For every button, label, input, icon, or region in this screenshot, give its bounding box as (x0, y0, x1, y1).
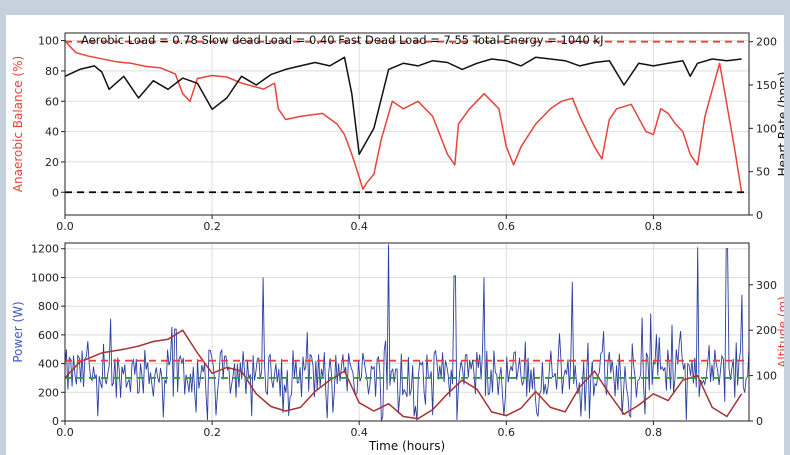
y-tick-label-left: 600 (38, 329, 59, 342)
y-tick-label-right: 200 (756, 324, 777, 337)
heart-rate-line (65, 56, 742, 156)
annotation-text: Aerobic Load = 0.78 Slow dead Load = 0.4… (81, 33, 603, 47)
altitude-line (65, 329, 743, 420)
y-tick-label-right: 300 (756, 279, 777, 292)
y-tick-label-left: 200 (38, 386, 59, 399)
y-tick-label-right: 150 (756, 79, 777, 92)
x-tick-label: 0.8 (645, 426, 663, 439)
y-axis-label-right: Heart Rate (bpm) (776, 72, 784, 177)
y-tick-label-left: 1000 (31, 271, 59, 284)
y-tick-label-left: 800 (38, 300, 59, 313)
y-tick-label-right: 200 (756, 36, 777, 49)
x-tick-label: 0.0 (56, 426, 74, 439)
y-axis-label-left: Power (W) (11, 301, 25, 362)
figure: 0.0 0.2 0.4 0.6 0.8 0 20 40 60 80 100 0 50 100 150 200 A… (6, 15, 784, 455)
y-tick-label-left: 0 (52, 415, 59, 428)
x-tick-label: 0.0 (56, 220, 74, 233)
x-tick-label: 0.2 (203, 220, 221, 233)
y-tick-label-left: 80 (45, 65, 59, 78)
anaerobic-balance-line (65, 40, 743, 193)
y-tick-label-right: 100 (756, 122, 777, 135)
power-series-line (65, 244, 749, 421)
x-tick-label: 0.6 (498, 220, 516, 233)
y-tick-label-left: 1200 (31, 243, 59, 256)
y-tick-label-right: 50 (756, 166, 770, 179)
panel-frame (64, 242, 750, 422)
y-tick-label-left: 40 (45, 126, 59, 139)
x-tick-label: 0.8 (645, 220, 663, 233)
x-tick-label: 0.2 (203, 426, 221, 439)
x-axis-label: Time (hours) (368, 439, 445, 453)
y-axis-label-right: Altitude (m) (776, 296, 784, 368)
y-tick-label-left: 100 (38, 35, 59, 48)
y-tick-label-left: 20 (45, 156, 59, 169)
y-axis-label-left: Anaerobic Balance (%) (11, 56, 25, 192)
y-tick-label-right: 0 (756, 209, 763, 222)
x-tick-label: 0.6 (498, 426, 516, 439)
y-tick-label-right: 0 (756, 415, 763, 428)
y-tick-label-left: 400 (38, 358, 59, 371)
y-tick-label-right: 100 (756, 370, 777, 383)
x-tick-label: 0.4 (350, 220, 368, 233)
y-tick-label-left: 60 (45, 95, 59, 108)
panel-frame (64, 32, 750, 216)
x-tick-label: 0.4 (350, 426, 368, 439)
chart-svg: 0.0 0.2 0.4 0.6 0.8020406080100050100150200A… (11, 32, 784, 453)
y-tick-label-left: 0 (52, 186, 59, 199)
